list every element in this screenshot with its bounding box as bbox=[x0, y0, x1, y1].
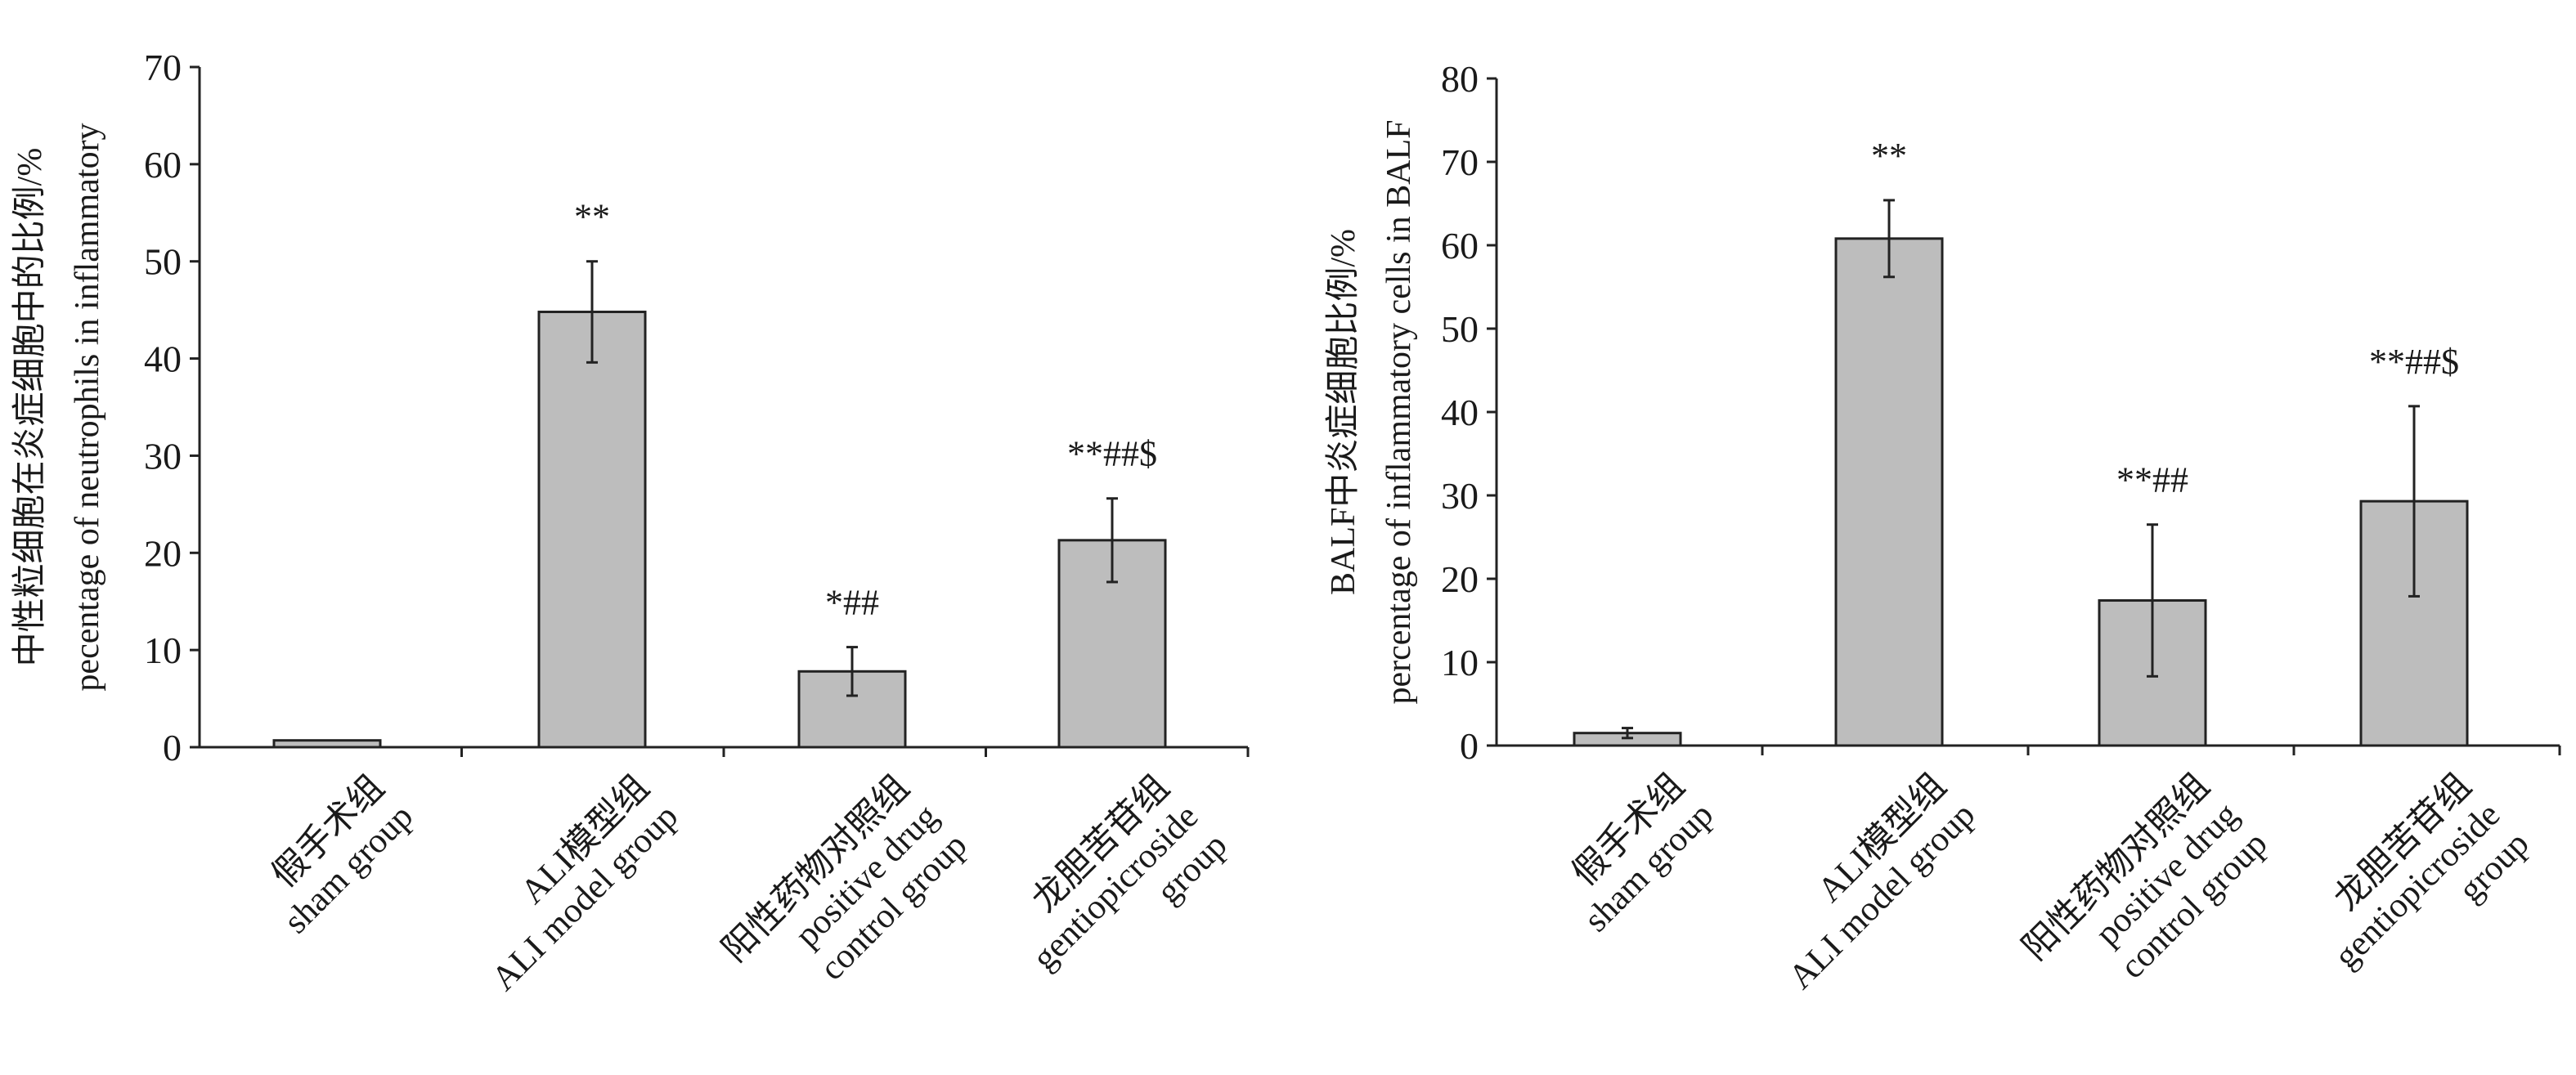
y-tick-label: 50 bbox=[144, 241, 182, 283]
y-axis-label: pecentage of neutrophils in inflammatory bbox=[69, 123, 106, 691]
bar bbox=[272, 739, 382, 749]
significance-label: **## bbox=[2116, 460, 2188, 500]
y-axis-label: 中性粒细胞在炎症细胞中的比例/% bbox=[11, 148, 49, 667]
y-tick-label: 60 bbox=[144, 144, 182, 186]
chart-inflammatory-cells-balf: 0 10 20 30 40 50 60 70 80 BALF中炎症细胞比例/% percentage… bbox=[1325, 58, 2561, 997]
y-tick-label: 20 bbox=[144, 532, 182, 574]
y-tick-label: 10 bbox=[144, 629, 182, 671]
y-tick-label: 30 bbox=[1441, 475, 1479, 517]
y-tick-label: 70 bbox=[1441, 141, 1479, 183]
y-tick-label: 30 bbox=[144, 435, 182, 477]
y-axis-label: BALF中炎症细胞比例/% bbox=[1325, 229, 1362, 595]
y-tick-label: 0 bbox=[1460, 725, 1479, 767]
bar bbox=[1834, 237, 1944, 747]
bar bbox=[537, 311, 647, 749]
significance-label: **##$ bbox=[1067, 434, 1157, 474]
significance-label: *## bbox=[825, 583, 879, 623]
significance-label: ** bbox=[1871, 136, 1907, 176]
y-tick-label: 70 bbox=[144, 47, 182, 88]
y-tick-label: 10 bbox=[1441, 642, 1479, 683]
y-tick-label: 20 bbox=[1441, 558, 1479, 600]
significance-label: **##$ bbox=[2369, 342, 2459, 382]
chart-neutrophils: 0 10 20 30 40 50 60 70 中性粒细胞在炎症细胞中的比例/% pecentage… bbox=[11, 47, 1250, 998]
y-tick-label: 0 bbox=[163, 727, 182, 768]
y-tick-label: 40 bbox=[1441, 392, 1479, 433]
significance-label: ** bbox=[574, 197, 610, 237]
y-tick-label: 60 bbox=[1441, 225, 1479, 267]
y-axis-label: percentage of inflammatory cells in BALF bbox=[1380, 120, 1418, 705]
y-tick-label: 40 bbox=[144, 338, 182, 380]
y-tick-label: 50 bbox=[1441, 308, 1479, 350]
y-tick-label: 80 bbox=[1441, 58, 1479, 100]
